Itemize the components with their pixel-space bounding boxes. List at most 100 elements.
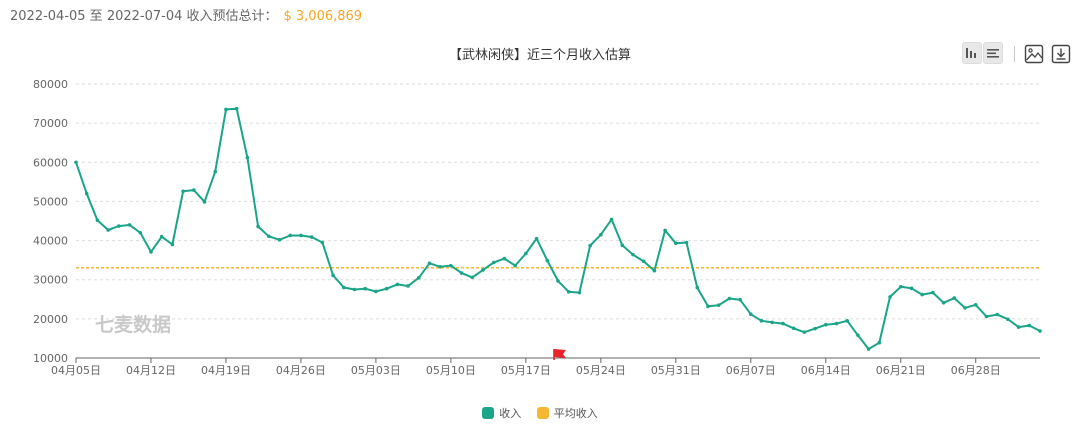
data-point[interactable] [95, 218, 100, 223]
data-point[interactable] [438, 264, 442, 269]
data-point[interactable] [984, 314, 989, 319]
data-point[interactable] [856, 333, 860, 338]
data-point[interactable] [459, 271, 464, 275]
data-point[interactable] [577, 290, 582, 295]
data-point[interactable] [245, 155, 250, 160]
data-point[interactable] [663, 228, 667, 233]
data-point[interactable] [374, 289, 378, 294]
data-point[interactable] [502, 256, 507, 261]
data-point[interactable] [588, 243, 592, 248]
data-point[interactable] [973, 302, 978, 307]
data-point[interactable] [963, 306, 967, 310]
data-point[interactable] [224, 107, 228, 112]
data-point[interactable] [781, 321, 785, 326]
flag-icon[interactable] [554, 349, 566, 358]
data-point[interactable] [909, 286, 914, 291]
data-point[interactable] [331, 273, 335, 278]
data-point[interactable] [952, 296, 957, 300]
image-icon[interactable] [1023, 42, 1044, 64]
data-point[interactable] [877, 340, 882, 345]
data-point[interactable] [866, 347, 871, 351]
data-point[interactable] [749, 312, 753, 316]
data-point[interactable] [802, 330, 807, 334]
data-point[interactable] [341, 285, 346, 290]
data-point[interactable] [352, 287, 357, 292]
data-point[interactable] [845, 319, 849, 323]
data-point[interactable] [920, 292, 924, 297]
data-point[interactable] [384, 286, 389, 291]
data-point[interactable] [395, 282, 400, 287]
data-point[interactable] [170, 242, 175, 247]
data-point[interactable] [566, 290, 571, 294]
data-point[interactable] [759, 319, 764, 323]
data-point[interactable] [299, 233, 303, 238]
data-point[interactable] [449, 263, 453, 268]
data-point[interactable] [202, 200, 207, 204]
data-point[interactable] [213, 169, 218, 174]
data-point[interactable] [770, 320, 775, 325]
bar-chart-icon[interactable] [962, 42, 982, 64]
legend-item-average[interactable]: 平均收入 [536, 405, 598, 421]
data-point[interactable] [192, 188, 196, 192]
data-point[interactable] [320, 240, 325, 245]
data-point[interactable] [1027, 323, 1032, 328]
data-point[interactable] [363, 286, 368, 291]
data-point[interactable] [674, 241, 678, 246]
data-point[interactable] [513, 263, 517, 268]
data-point[interactable] [545, 258, 550, 263]
data-point[interactable] [117, 224, 121, 228]
data-point[interactable] [1016, 325, 1021, 329]
data-point[interactable] [898, 284, 903, 289]
data-point[interactable] [791, 326, 796, 331]
legend-swatch-revenue [482, 407, 495, 419]
data-point[interactable] [427, 261, 432, 266]
data-point[interactable] [159, 234, 164, 239]
data-point[interactable] [706, 304, 710, 309]
data-point[interactable] [823, 322, 828, 327]
data-point[interactable] [256, 224, 260, 229]
data-point[interactable] [813, 326, 817, 331]
data-point[interactable] [695, 285, 700, 290]
y-tick-label: 10000 [33, 352, 68, 365]
data-point[interactable] [631, 252, 635, 257]
data-point[interactable] [138, 230, 143, 235]
list-icon[interactable] [983, 42, 1003, 64]
data-point[interactable] [888, 295, 892, 299]
data-point[interactable] [470, 275, 475, 280]
data-point[interactable] [834, 321, 839, 326]
data-point[interactable] [416, 275, 421, 280]
data-point[interactable] [931, 290, 935, 295]
data-point[interactable] [599, 232, 603, 237]
data-point[interactable] [288, 233, 293, 238]
data-point[interactable] [941, 301, 946, 305]
data-point[interactable] [481, 268, 485, 272]
data-point[interactable] [127, 223, 132, 227]
data-point[interactable] [149, 250, 153, 254]
data-point[interactable] [406, 284, 410, 288]
data-point[interactable] [1006, 317, 1010, 322]
data-point[interactable] [556, 279, 560, 283]
data-point[interactable] [1038, 329, 1042, 333]
data-point[interactable] [106, 228, 110, 232]
data-point[interactable] [609, 217, 614, 222]
data-point[interactable] [84, 191, 89, 196]
data-point[interactable] [684, 240, 689, 245]
data-point[interactable] [727, 296, 732, 301]
data-point[interactable] [277, 237, 282, 242]
data-point[interactable] [74, 160, 78, 165]
data-point[interactable] [524, 251, 528, 256]
data-point[interactable] [652, 268, 657, 273]
data-point[interactable] [641, 259, 646, 264]
data-point[interactable] [309, 235, 314, 239]
download-icon[interactable] [1050, 42, 1071, 64]
data-point[interactable] [267, 234, 271, 239]
data-point[interactable] [534, 236, 539, 241]
data-point[interactable] [181, 189, 185, 194]
data-point[interactable] [491, 260, 496, 265]
data-point[interactable] [716, 303, 721, 307]
data-point[interactable] [234, 106, 239, 111]
data-point[interactable] [995, 312, 999, 317]
data-point[interactable] [620, 243, 625, 248]
legend-item-revenue[interactable]: 收入 [482, 405, 521, 421]
data-point[interactable] [738, 297, 742, 302]
